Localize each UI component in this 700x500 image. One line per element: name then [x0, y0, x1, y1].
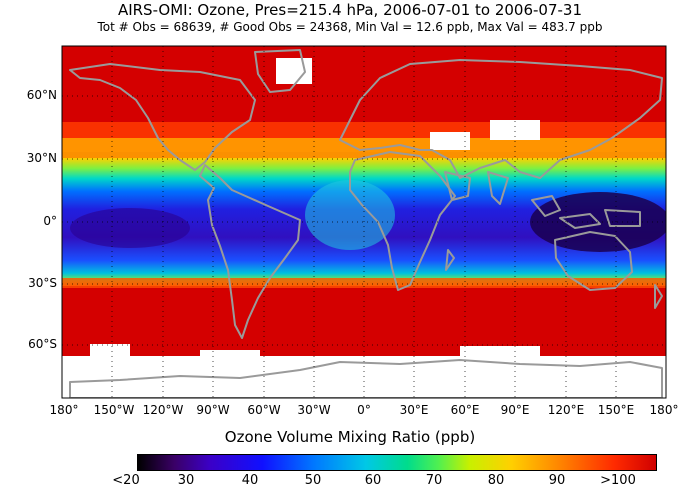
australia-outline — [554, 231, 633, 291]
antarctica-outline — [69, 359, 663, 398]
south-transition — [62, 278, 666, 288]
lon-label: 60°W — [247, 403, 281, 417]
lon-label: 180° — [649, 403, 679, 417]
colorbar-label: <20 — [112, 473, 140, 488]
colorbar-label: 60 — [364, 473, 382, 488]
colorbar-label: >100 — [600, 473, 636, 488]
lon-label: 150°W — [93, 403, 135, 417]
colorbar-label: 50 — [304, 473, 322, 488]
colorbar — [137, 454, 657, 471]
north-america-outline — [69, 63, 256, 171]
lon-label: 0° — [357, 403, 371, 417]
africa-outline — [349, 151, 456, 291]
colorbar-label: 40 — [241, 473, 259, 488]
atlantic-region — [305, 180, 395, 250]
map-frame — [61, 45, 667, 399]
colorbar-label: 30 — [177, 473, 195, 488]
pacific-minimum — [530, 192, 666, 252]
lon-label: 90°W — [196, 403, 230, 417]
missing-north — [276, 58, 312, 84]
colorbar-title: Ozone Volume Mixing Ratio (ppb) — [224, 428, 476, 446]
lat-label-30n: 30°N — [26, 151, 57, 165]
lon-label: 180° — [49, 403, 79, 417]
lon-label: 120°E — [547, 403, 585, 417]
lat-label-0: 0° — [43, 214, 57, 228]
eurasia-outline — [339, 59, 663, 179]
colorbar-label: 80 — [487, 473, 505, 488]
lon-label: 90°E — [500, 403, 530, 417]
lon-label: 150°E — [597, 403, 635, 417]
lat-label-60n: 60°N — [26, 88, 57, 102]
lon-label: 30°W — [297, 403, 331, 417]
lon-label: 30°E — [399, 403, 429, 417]
obs-stats: Tot # Obs = 68639, # Good Obs = 24368, M… — [97, 20, 603, 34]
colorbar-label: 70 — [425, 473, 443, 488]
colorbar-label: 90 — [548, 473, 566, 488]
se-asia-islands — [531, 195, 641, 229]
lat-label-30s: 30°S — [28, 276, 57, 290]
gridlines — [62, 46, 666, 398]
map-title: AIRS-OMI: Ozone, Pres=215.4 hPa, 2006-07… — [117, 1, 583, 19]
lon-label: 60°E — [450, 403, 480, 417]
lat-label-60s: 60°S — [28, 337, 57, 351]
greenland-outline — [254, 49, 306, 93]
south-america-outline — [199, 164, 301, 339]
lon-label: 120°W — [142, 403, 184, 417]
coastlines — [69, 49, 663, 398]
